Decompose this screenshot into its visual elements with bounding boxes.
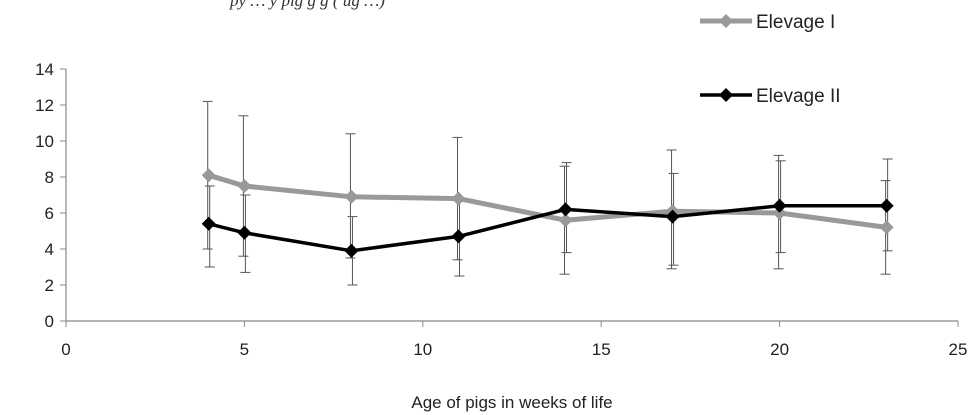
legend-entry: Elevage I — [700, 12, 835, 33]
legend-label: Elevage II — [756, 86, 841, 107]
legend: Elevage I Elevage II — [700, 12, 841, 107]
x-axis-ticks: 0 5 10 15 20 25 — [61, 321, 967, 359]
legend-label: Elevage I — [756, 12, 835, 33]
axes — [65, 69, 958, 322]
data-point-marker — [201, 168, 216, 183]
data-point-marker — [665, 209, 680, 224]
data-point-marker — [879, 198, 894, 213]
y-tick-label: 8 — [45, 168, 54, 187]
x-tick-label: 25 — [949, 340, 968, 359]
y-tick-label: 2 — [45, 276, 54, 295]
x-tick-label: 0 — [61, 340, 70, 359]
plot-area — [201, 100, 894, 286]
series-line — [207, 172, 887, 230]
data-point-marker — [558, 202, 573, 217]
data-point-marker — [772, 198, 787, 213]
x-tick-label: 5 — [240, 340, 249, 359]
data-point-marker — [558, 213, 573, 228]
x-tick-label: 10 — [413, 340, 432, 359]
data-point-marker — [451, 191, 466, 206]
data-point-marker — [201, 216, 216, 231]
legend-marker — [719, 14, 733, 28]
y-axis-ticks: 0 2 4 6 8 10 12 14 — [35, 60, 66, 331]
y-tick-label: 12 — [35, 96, 54, 115]
data-point-marker — [237, 179, 252, 193]
data-point-marker — [344, 189, 359, 204]
data-point-marker — [237, 225, 252, 240]
legend-marker — [719, 88, 733, 102]
series-line — [208, 204, 887, 253]
data-point-marker — [879, 220, 894, 235]
x-tick-label: 20 — [770, 340, 789, 359]
legend-entry: Elevage II — [700, 86, 841, 107]
x-axis-title: Age of pigs in weeks of life — [411, 393, 612, 412]
x-tick-label: 15 — [592, 340, 611, 359]
data-point-marker — [772, 206, 787, 220]
y-tick-label: 14 — [35, 60, 54, 79]
data-point-marker — [344, 243, 359, 258]
y-tick-label: 10 — [35, 132, 54, 151]
data-point-marker — [451, 229, 466, 244]
top-caption: py … y pig g g ( ug …) — [229, 0, 385, 10]
y-tick-label: 4 — [45, 240, 54, 259]
y-tick-label: 6 — [45, 204, 54, 223]
y-tick-label: 0 — [45, 312, 54, 331]
